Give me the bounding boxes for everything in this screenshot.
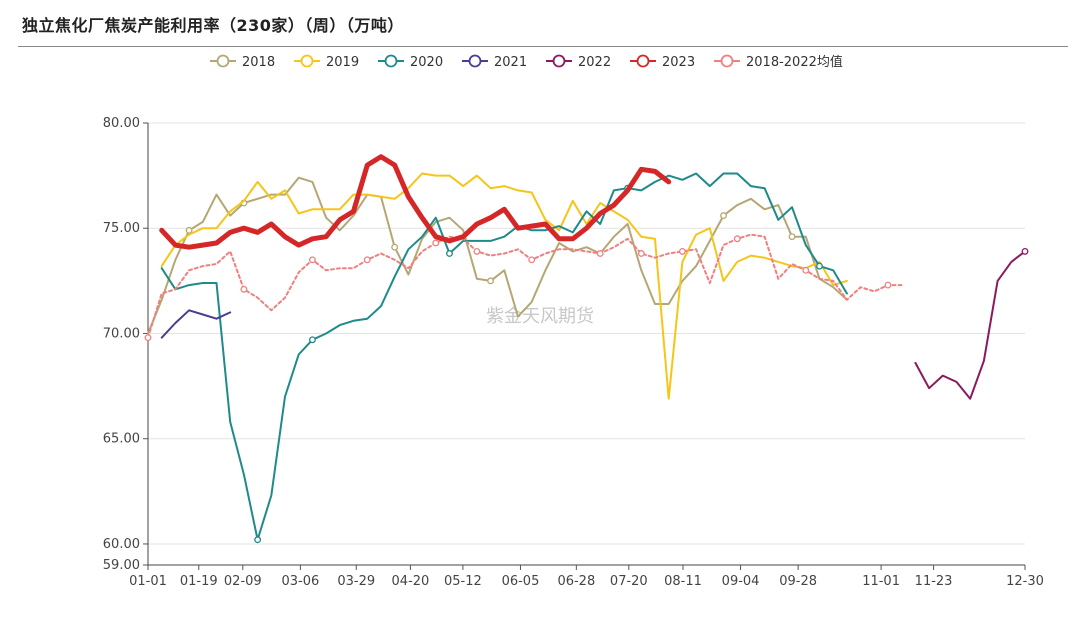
legend-item-2021: 2021 — [462, 54, 527, 70]
data-point — [788, 233, 796, 241]
x-tick-label: 01-01 — [129, 574, 167, 589]
series-2019 — [160, 172, 848, 400]
data-point — [733, 235, 741, 243]
legend-label: 2018 — [242, 55, 275, 70]
x-tick-label: 11-01 — [862, 574, 900, 589]
axes: 59.00 60.00 65.00 70.00 75.00 80.00 01-01 01-19… — [103, 116, 1044, 589]
legend-swatch-marker — [720, 54, 734, 68]
legend-label: 2022 — [578, 55, 611, 70]
series-line — [147, 176, 848, 335]
data-point — [720, 212, 727, 220]
data-point — [254, 536, 262, 544]
legend-item-2020: 2020 — [378, 54, 443, 70]
series-2021 — [160, 309, 232, 339]
page-title: 独立焦化厂焦炭产能利用率（230家）（周）（万吨） — [22, 16, 404, 35]
data-point — [816, 262, 823, 270]
x-tick-label: 09-28 — [779, 574, 817, 589]
data-point — [185, 226, 193, 234]
data-point — [884, 281, 892, 289]
data-point — [678, 247, 686, 255]
data-point — [596, 250, 604, 257]
data-point — [391, 243, 399, 251]
legend-item-2019: 2019 — [294, 54, 359, 70]
legend-label: 2019 — [326, 55, 359, 70]
y-tick-label: 59.00 — [103, 558, 140, 573]
x-tick-label: 11-23 — [915, 574, 953, 589]
x-tick-label: 03-29 — [337, 574, 375, 589]
x-tick-label: 06-28 — [557, 574, 595, 589]
legend-item-2018: 2018 — [210, 54, 275, 70]
x-tick-label: 03-06 — [281, 574, 319, 589]
x-tick-label: 05-12 — [444, 574, 482, 589]
legend-item-2023: 2023 — [630, 54, 695, 70]
legend-swatch-marker — [636, 54, 650, 68]
data-point — [802, 266, 810, 274]
data-point — [528, 256, 536, 264]
series-line — [160, 309, 232, 339]
x-tick-label: 07-20 — [610, 574, 648, 589]
series-2022 — [914, 247, 1029, 400]
data-point — [144, 334, 152, 342]
legend: 2018 2019 2020 2021 2022 2023 2018-2022均值 — [210, 54, 843, 70]
series-line — [147, 233, 903, 339]
data-point — [637, 250, 645, 257]
x-tick-label: 02-09 — [224, 574, 262, 589]
series-line — [160, 172, 848, 541]
series-line — [159, 154, 672, 250]
data-point — [487, 277, 495, 285]
data-point — [308, 256, 316, 264]
data-point — [1021, 247, 1029, 255]
x-tick-label: 04-20 — [392, 574, 430, 589]
data-point — [473, 247, 481, 255]
data-point — [363, 256, 371, 264]
series-line — [160, 172, 848, 400]
data-point — [308, 336, 316, 344]
x-tick-label: 09-04 — [722, 574, 760, 589]
data-point — [446, 250, 453, 257]
legend-item-2022: 2022 — [546, 54, 611, 70]
legend-label: 2018-2022均值 — [746, 54, 843, 70]
legend-label: 2020 — [410, 55, 443, 70]
data-point — [432, 239, 440, 247]
x-tick-label: 06-05 — [502, 574, 540, 589]
legend-swatch-marker — [216, 54, 230, 68]
series-2018-2022均值 — [144, 233, 903, 342]
x-tick-label: 08-11 — [664, 574, 702, 589]
series-2023 — [159, 154, 672, 250]
legend-label: 2021 — [494, 55, 527, 70]
legend-swatch-marker — [300, 54, 314, 68]
series-lines — [144, 154, 1029, 544]
legend-swatch-marker — [552, 54, 566, 68]
watermark-text: 紫金天风期货 — [486, 306, 594, 327]
legend-swatch-marker — [384, 54, 398, 68]
y-tick-label: 70.00 — [103, 326, 140, 341]
y-tick-label: 65.00 — [103, 432, 140, 447]
series-2018 — [147, 176, 848, 335]
title-divider — [18, 46, 1068, 47]
grid-lines — [148, 122, 1025, 545]
legend-item-2018-2022均值: 2018-2022均值 — [714, 54, 843, 70]
x-tick-label: 01-19 — [180, 574, 218, 589]
series-line — [914, 250, 1026, 400]
legend-swatch-marker — [468, 54, 482, 68]
y-tick-label: 60.00 — [103, 537, 140, 552]
legend-label: 2023 — [662, 55, 695, 70]
data-point — [240, 285, 248, 293]
x-tick-label: 12-30 — [1006, 574, 1044, 589]
y-tick-label: 75.00 — [103, 221, 140, 236]
y-tick-label: 80.00 — [103, 116, 140, 131]
